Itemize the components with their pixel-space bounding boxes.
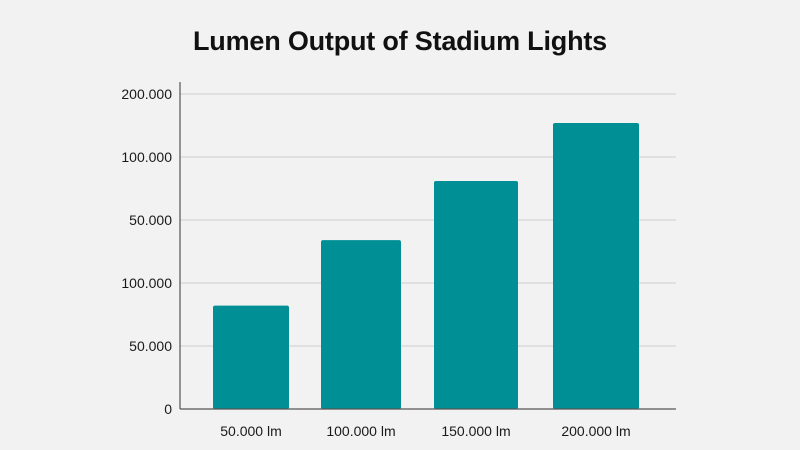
x-tick-label: 100.000 lm	[326, 423, 395, 439]
y-tick-label: 100.000	[121, 149, 172, 165]
y-tick-label: 100.000	[121, 275, 172, 291]
bar	[553, 122, 639, 409]
x-axis-tick-labels: 50.000 lm 100.000 lm 150.000 lm 200.000 lm	[220, 423, 630, 439]
bar	[434, 180, 518, 409]
chart-title: Lumen Output of Stadium Lights	[193, 26, 607, 56]
bar	[321, 240, 401, 409]
y-axis-tick-labels: 0 50.000 100.000 50.000 100.000 200.000	[121, 86, 172, 417]
x-tick-label: 200.000 lm	[561, 423, 630, 439]
y-tick-label: 200.000	[121, 86, 172, 102]
x-tick-label: 50.000 lm	[220, 423, 281, 439]
bar	[213, 305, 289, 409]
y-tick-label: 50.000	[129, 338, 172, 354]
axes	[179, 82, 676, 410]
bars	[213, 122, 639, 409]
x-tick-label: 150.000 lm	[441, 423, 510, 439]
y-tick-label: 50.000	[129, 212, 172, 228]
y-tick-label: 0	[164, 401, 172, 417]
